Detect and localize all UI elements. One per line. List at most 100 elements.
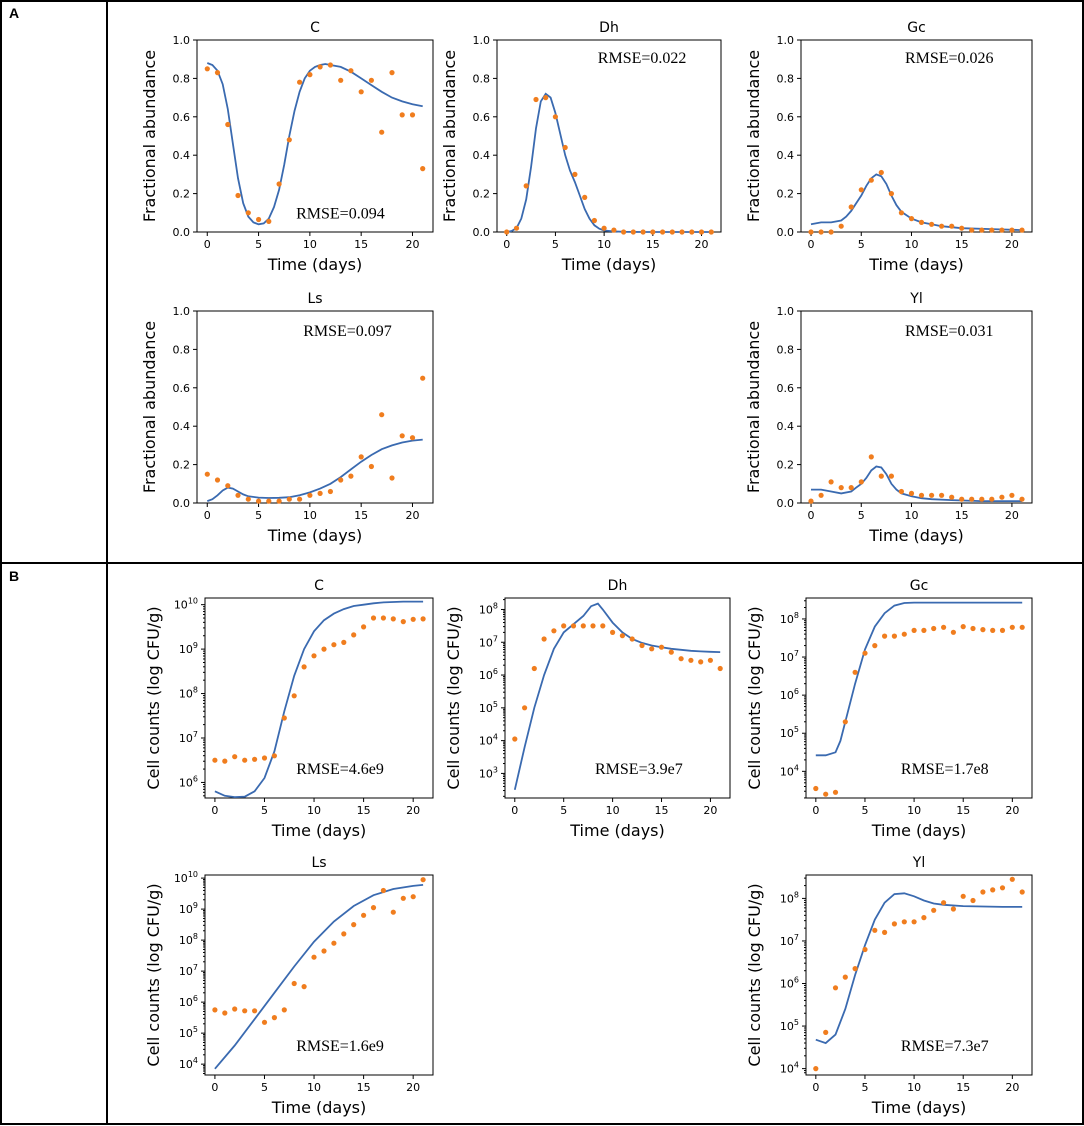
data-point	[828, 479, 834, 485]
data-point	[813, 1066, 819, 1072]
data-point	[543, 95, 549, 101]
data-point	[513, 225, 520, 231]
data-point	[872, 643, 878, 649]
y-tick-exponent: 9	[193, 901, 198, 910]
data-point	[271, 753, 277, 759]
data-point	[399, 433, 405, 439]
y-axis-label: Fractional abundance	[140, 321, 159, 493]
y-tick-label: 0.8	[777, 343, 795, 356]
data-point	[379, 412, 385, 418]
data-point	[891, 921, 898, 927]
x-tick-label: 0	[204, 238, 211, 251]
data-point	[561, 623, 567, 629]
data-point	[522, 705, 528, 711]
data-point	[266, 218, 272, 224]
data-point	[999, 227, 1005, 233]
data-point	[358, 89, 364, 95]
y-tick-label: 0.0	[777, 226, 795, 239]
data-point	[921, 915, 927, 921]
data-point	[818, 229, 824, 235]
y-tick-exponent: 6	[794, 976, 799, 985]
x-tick-label: 20	[406, 804, 420, 817]
data-point	[848, 485, 854, 491]
data-point	[256, 216, 262, 223]
data-point	[823, 1029, 829, 1035]
data-point	[276, 181, 282, 187]
data-point	[959, 225, 965, 231]
x-tick-label: 15	[354, 238, 368, 251]
model-fit-line	[206, 62, 423, 226]
y-tick-label: 0.0	[777, 497, 795, 510]
data-point	[818, 492, 824, 498]
data-point	[969, 496, 975, 502]
model-fit-line	[811, 465, 1022, 502]
x-tick-label: 5	[261, 804, 268, 817]
x-tick-label: 5	[255, 238, 262, 251]
data-point	[828, 229, 834, 235]
data-point	[901, 631, 907, 637]
data-point	[307, 72, 313, 78]
y-tick-label: 0.8	[777, 72, 795, 85]
data-point	[225, 483, 231, 489]
data-point	[929, 492, 935, 498]
data-point	[832, 789, 839, 795]
data-point	[999, 885, 1006, 891]
data-point	[999, 627, 1006, 634]
x-axis-label: Time (days)	[871, 821, 967, 840]
data-point	[1019, 624, 1025, 630]
y-tick-exponent: 7	[193, 963, 198, 972]
data-point	[688, 657, 694, 663]
chart-title: Dh	[599, 20, 619, 36]
model-fit-line	[214, 884, 424, 1070]
y-tick-exponent: 6	[193, 994, 198, 1003]
x-axis-label: Time (days)	[271, 1098, 367, 1117]
data-point	[610, 629, 616, 636]
x-tick-label: 10	[303, 238, 317, 251]
data-point	[420, 166, 426, 172]
data-point	[949, 223, 955, 229]
data-point	[380, 615, 386, 621]
data-point	[281, 1007, 287, 1013]
data-point	[409, 435, 416, 441]
data-point	[848, 204, 854, 210]
data-point	[338, 477, 344, 483]
y-tick-exponent: 7	[493, 634, 498, 643]
rmse-annotation: RMSE=7.3e7	[901, 1038, 989, 1055]
x-tick-label: 5	[552, 238, 559, 251]
x-tick-label: 10	[904, 238, 918, 251]
y-tick-label: 0.4	[777, 149, 795, 162]
x-tick-label: 5	[861, 1081, 868, 1094]
data-point	[941, 624, 947, 630]
y-tick-exponent: 8	[193, 686, 198, 695]
y-tick-label: 0.2	[173, 459, 191, 472]
y-tick-exponent: 7	[193, 730, 198, 739]
data-point	[823, 791, 829, 797]
x-tick-label: 15	[354, 509, 368, 522]
data-point	[898, 488, 905, 495]
data-point	[420, 877, 426, 883]
panel-label-a: A	[9, 5, 19, 21]
y-axis-label: Cell counts (log CFU/g)	[745, 883, 764, 1066]
data-point	[960, 624, 966, 630]
data-point	[852, 966, 858, 972]
y-tick-exponent: 4	[794, 763, 799, 772]
data-point	[698, 229, 705, 235]
data-point	[838, 485, 844, 491]
rmse-annotation: RMSE=1.6e9	[296, 1038, 384, 1055]
y-tick-exponent: 5	[493, 700, 498, 709]
rmse-annotation: RMSE=0.097	[303, 323, 392, 340]
data-point	[698, 659, 704, 665]
y-tick-label: 1.0	[473, 34, 491, 47]
x-tick-label: 5	[255, 509, 262, 522]
rmse-annotation: RMSE=0.026	[905, 50, 994, 67]
x-tick-label: 5	[560, 804, 567, 817]
x-tick-label: 15	[956, 804, 970, 817]
y-tick-exponent: 4	[794, 1061, 799, 1070]
chart-a-yl: Yl 0 5 10 15 20 Time (days) 0.0 0.2 0.4 0.6 0.8 1.0 F…	[744, 291, 1033, 545]
y-tick-label: 0.0	[473, 226, 491, 239]
data-point	[212, 757, 218, 763]
panel-label-b: B	[9, 568, 19, 584]
data-point	[390, 616, 396, 622]
y-tick-label: 0.6	[173, 382, 191, 395]
